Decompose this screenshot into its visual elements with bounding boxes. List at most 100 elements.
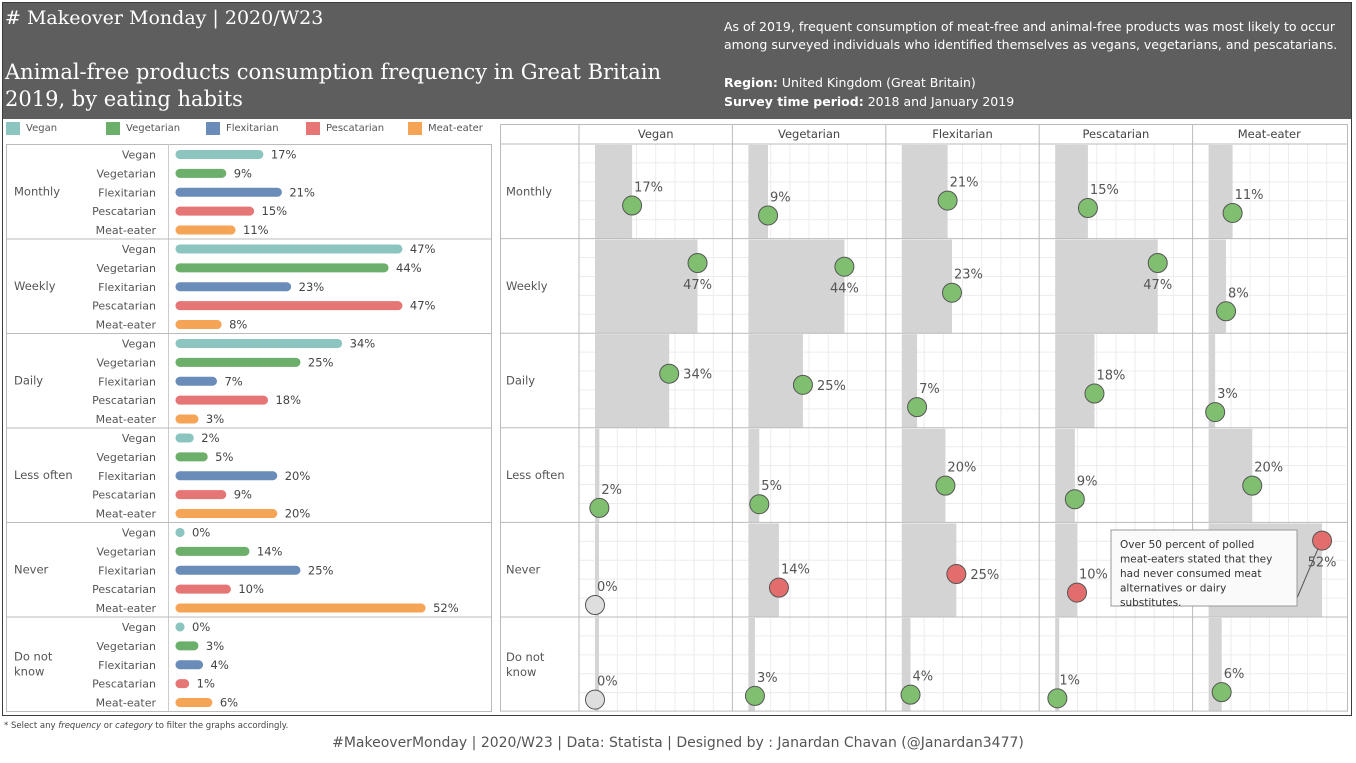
frequency-label[interactable]: Less often [14, 468, 73, 482]
dot-pescatarian-never[interactable] [1067, 582, 1088, 603]
dot-vegetarian-less-often[interactable] [749, 494, 770, 515]
category-label[interactable]: Vegan [122, 148, 156, 161]
frequency-block-less-often[interactable]: Less often Vegan 2% Vegetarian 5% Flexitarian… [6, 427, 492, 521]
row-label-weekly[interactable]: Weekly [506, 279, 548, 293]
category-label[interactable]: Meat-eater [96, 319, 157, 332]
category-label[interactable]: Flexitarian [98, 470, 156, 483]
frequency-block-never[interactable]: Never Vegan 0% Vegetarian 14% Flexitarian 25% P… [6, 522, 492, 616]
dot-flexitarian-daily[interactable] [907, 397, 928, 418]
legend-item-vegan[interactable]: Vegan [6, 122, 57, 135]
legend-item-flexitarian[interactable]: Flexitarian [206, 122, 279, 135]
shaded-area [748, 523, 779, 617]
dot-vegetarian-daily[interactable] [792, 374, 813, 395]
dot-flexitarian-less-often[interactable] [935, 475, 956, 496]
bar-end-dot [203, 698, 213, 708]
bar-start-dot [175, 206, 185, 216]
dot-flexitarian-weekly[interactable] [941, 282, 962, 303]
category-label[interactable]: Pescatarian [92, 583, 156, 596]
row-label-never[interactable]: Never [506, 563, 541, 577]
frequency-label[interactable]: Do not [14, 649, 53, 663]
category-label[interactable]: Vegetarian [96, 356, 156, 369]
dot-pescatarian-daily[interactable] [1084, 383, 1105, 404]
category-label[interactable]: Flexitarian [98, 564, 156, 577]
dot-flexitarian-never[interactable] [946, 564, 967, 585]
dot-vegan-less-often[interactable] [589, 497, 610, 518]
category-label[interactable]: Vegan [122, 243, 156, 256]
dot-pescatarian-less-often[interactable] [1064, 489, 1085, 510]
dot-vegan-weekly[interactable] [687, 252, 708, 273]
dot-pescatarian-weekly[interactable] [1147, 252, 1168, 273]
dot-vegan-daily[interactable] [659, 363, 680, 384]
category-label[interactable]: Vegetarian [96, 262, 156, 275]
dot-pescatarian-do-not-know[interactable] [1047, 688, 1068, 709]
frequency-block-monthly[interactable]: Monthly Vegan 17% Vegetarian 9% Flexitarian 21… [14, 147, 315, 237]
frequency-label[interactable]: know [14, 664, 44, 678]
frequency-block-daily[interactable]: Daily Vegan 34% Vegetarian 25% Flexitarian 7% P… [6, 333, 492, 427]
category-label[interactable]: Flexitarian [98, 281, 156, 294]
dot-meat-eater-weekly[interactable] [1216, 301, 1237, 322]
shaded-area [1055, 334, 1095, 428]
dot-meat-eater-monthly[interactable] [1222, 202, 1243, 223]
frequency-block-weekly[interactable]: Weekly Vegan 47% Vegetarian 44% Flexitarian 23… [6, 238, 492, 332]
legend-label: Vegan [26, 123, 58, 134]
column-header-vegan[interactable]: Vegan [638, 127, 674, 141]
column-header-pescatarian[interactable]: Pescatarian [1083, 127, 1150, 141]
category-label[interactable]: Vegan [122, 432, 156, 445]
dot-vegetarian-monthly[interactable] [758, 205, 779, 226]
category-label[interactable]: Vegetarian [96, 451, 156, 464]
dot-vegan-never[interactable] [585, 595, 605, 615]
dot-flexitarian-do-not-know[interactable] [900, 684, 921, 705]
category-label[interactable]: Pescatarian [92, 205, 156, 218]
dot-vegetarian-never[interactable] [768, 577, 789, 598]
category-label[interactable]: Flexitarian [98, 375, 156, 388]
category-label[interactable]: Meat-eater [96, 224, 157, 237]
frequency-label[interactable]: Weekly [14, 279, 56, 293]
category-label[interactable]: Pescatarian [92, 300, 156, 313]
category-label[interactable]: Meat-eater [96, 413, 157, 426]
row-label-do-not-know[interactable]: Do not [506, 650, 545, 664]
dot-vegetarian-do-not-know[interactable] [744, 685, 765, 706]
category-label[interactable]: Vegan [122, 621, 156, 634]
column-header-meat-eater[interactable]: Meat-eater [1238, 127, 1301, 141]
dot-pescatarian-monthly[interactable] [1077, 198, 1098, 219]
shaded-area [595, 618, 599, 712]
dot-vegan-do-not-know[interactable] [585, 689, 605, 710]
category-label[interactable]: Meat-eater [96, 602, 157, 615]
category-label[interactable]: Vegan [122, 337, 156, 350]
dot-meat-eater-never[interactable] [1312, 530, 1333, 551]
shaded-area [1055, 523, 1078, 617]
column-header-flexitarian[interactable]: Flexitarian [932, 127, 993, 141]
data-label: 20% [285, 469, 311, 483]
category-label[interactable]: Pescatarian [92, 489, 156, 502]
frequency-label[interactable]: Never [14, 562, 49, 576]
shaded-area [595, 239, 698, 334]
column-header-vegetarian[interactable]: Vegetarian [778, 127, 840, 141]
dot-flexitarian-monthly[interactable] [937, 190, 958, 211]
row-label-do-not-know[interactable]: know [506, 665, 536, 679]
legend-item-vegetarian[interactable]: Vegetarian [106, 122, 180, 135]
frequency-label[interactable]: Daily [14, 373, 43, 387]
dot-vegetarian-weekly[interactable] [834, 256, 855, 277]
row-label-daily[interactable]: Daily [506, 374, 535, 388]
row-label-monthly[interactable]: Monthly [506, 184, 552, 198]
dot-meat-eater-daily[interactable] [1205, 402, 1226, 423]
category-label[interactable]: Meat-eater [96, 697, 157, 710]
category-label[interactable]: Pescatarian [92, 394, 156, 407]
legend-item-pescatarian[interactable]: Pescatarian [306, 122, 384, 135]
category-label[interactable]: Vegetarian [96, 545, 156, 558]
category-label[interactable]: Flexitarian [98, 186, 156, 199]
dot-meat-eater-less-often[interactable] [1242, 475, 1263, 496]
category-label[interactable]: Vegetarian [96, 640, 156, 653]
category-label[interactable]: Pescatarian [92, 678, 156, 691]
category-label[interactable]: Vegan [122, 526, 156, 539]
frequency-label[interactable]: Monthly [14, 184, 60, 198]
category-label[interactable]: Vegetarian [96, 167, 156, 180]
category-label[interactable]: Flexitarian [98, 659, 156, 672]
row-label-less-often[interactable]: Less often [506, 468, 565, 482]
bar-end-dot [291, 565, 301, 575]
category-label[interactable]: Meat-eater [96, 508, 157, 521]
legend-item-meat-eater[interactable]: Meat-eater [408, 122, 483, 135]
dot-meat-eater-do-not-know[interactable] [1211, 682, 1232, 703]
dot-vegan-monthly[interactable] [622, 195, 643, 216]
